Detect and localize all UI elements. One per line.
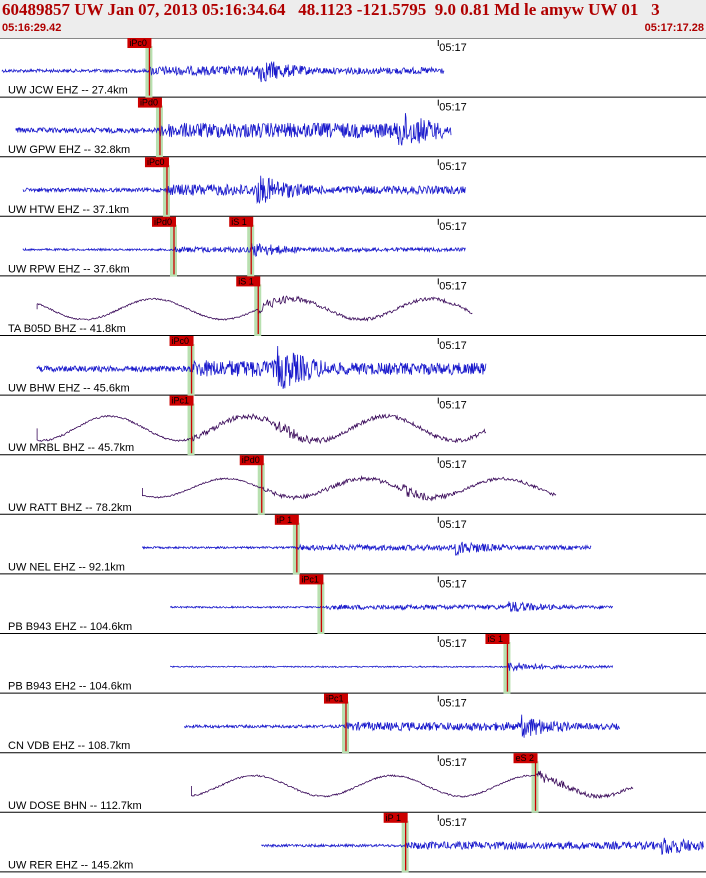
seismogram-panel: 05:17 iPc0 UW JCW EHZ -- 27.4km 05:17 iPd0 UW… [0, 38, 706, 873]
time-tick-label: 05:17 [439, 757, 467, 769]
end-time: 05:17:17.28 [644, 22, 704, 34]
pick-label: iPc0 [129, 38, 147, 48]
trace-row: 05:17 iPc0 UW JCW EHZ -- 27.4km [0, 38, 706, 98]
pick-flag[interactable] [513, 753, 538, 764]
time-tick-label: 05:17 [439, 221, 467, 233]
trace-row: 05:17 iPc0 UW BHW EHZ -- 45.6km [0, 336, 706, 396]
trace-row: 05:17 eS 2 UW DOSE BHN -- 112.7km [0, 753, 706, 813]
time-tick-label: 05:17 [439, 102, 467, 114]
trace-row: 05:17 iP 1 UW NEL EHZ -- 92.1km [0, 514, 706, 575]
trace-row: 05:17 iPd0 UW RATT BHZ -- 78.2km [0, 455, 706, 515]
trace-row: 05:17 iPd0 UW GPW EHZ -- 32.8km [0, 97, 706, 158]
time-tick-label: 05:17 [439, 400, 467, 412]
trace-label: PB B943 EH2 -- 104.6km [8, 681, 132, 693]
time-tick-label: 05:17 [439, 459, 467, 471]
waveform [36, 295, 473, 322]
pick-label: iPd0 [140, 98, 158, 108]
waveform [22, 242, 466, 258]
trace-label: UW RPW EHZ -- 37.6km [8, 263, 130, 275]
waveform [36, 412, 487, 445]
trace-label: UW DOSE BHN -- 112.7km [8, 800, 142, 812]
time-tick-label: 05:17 [439, 817, 467, 829]
waveform [170, 601, 614, 613]
waveform [36, 345, 487, 389]
trace-row: 05:17 iPc1 PB B943 EHZ -- 104.6km [0, 574, 706, 634]
time-tick-label: 05:17 [439, 340, 467, 352]
pick-flag[interactable] [169, 395, 194, 406]
pick-flag[interactable] [169, 336, 194, 346]
pick-flag[interactable] [137, 97, 162, 108]
pick-label: iPd0 [154, 217, 172, 227]
event-header: 60489857 UW Jan 07, 2013 05:16:34.64 48.… [0, 0, 706, 39]
time-tick-label: 05:17 [439, 578, 467, 590]
trace-label: UW BHW EHZ -- 45.6km [8, 383, 130, 395]
pick-flag[interactable] [229, 216, 254, 227]
trace-label: PB B943 EHZ -- 104.6km [8, 621, 132, 633]
waveform [142, 475, 557, 502]
trace-row: 05:17 iS 1 TA B05D BHZ -- 41.8km [0, 276, 706, 336]
time-tick-label: 05:17 [439, 698, 467, 710]
waveform [184, 714, 620, 738]
pick-flag[interactable] [239, 455, 264, 466]
time-tick-label: 05:17 [439, 42, 467, 54]
pick-flag[interactable] [299, 574, 324, 585]
pick-flag[interactable] [144, 157, 169, 168]
pick-label: iPd0 [242, 455, 260, 465]
pick-label: iS 1 [231, 217, 247, 227]
trace-label: CN VDB EHZ -- 108.7km [8, 740, 130, 752]
waveform [170, 662, 614, 672]
waveform [142, 541, 592, 556]
trace-label: UW RER EHZ -- 145.2km [8, 859, 133, 871]
pick-flag[interactable] [236, 276, 261, 287]
pick-label: eS 2 [516, 753, 535, 763]
pick-label: iPc0 [147, 157, 165, 167]
pick-flag[interactable] [485, 634, 510, 644]
pick-flag[interactable] [383, 812, 408, 823]
pick-label: iP 1 [386, 813, 401, 823]
pick-flag[interactable] [151, 216, 176, 227]
time-tick-label: 05:17 [439, 638, 467, 650]
trace-row: 05:17 iPc1 CN VDB EHZ -- 108.7km [0, 693, 706, 754]
trace-label: UW HTW EHZ -- 37.1km [8, 204, 129, 216]
trace-label: UW GPW EHZ -- 32.8km [8, 144, 130, 156]
waveform [1, 60, 445, 83]
trace-label: TA B05D BHZ -- 41.8km [8, 323, 126, 335]
waveform [15, 113, 452, 146]
pick-label: iPc0 [172, 336, 190, 346]
pick-label: iP 1 [277, 515, 292, 525]
pick-label: iPc1 [326, 694, 344, 704]
time-tick-label: 05:17 [439, 519, 467, 531]
trace-row: 05:17 iS 1 PB B943 EH2 -- 104.6km [0, 634, 706, 694]
time-tick-label: 05:17 [439, 280, 467, 292]
trace-row: 05:17 iPc0 UW HTW EHZ -- 37.1km [0, 157, 706, 217]
pick-label: iS 1 [487, 634, 503, 644]
trace-row: 05:17 iP 1 UW RER EHZ -- 145.2km [0, 812, 706, 873]
start-time: 05:16:29.42 [2, 22, 62, 34]
pick-label: iPc1 [172, 396, 190, 406]
pick-flag[interactable] [274, 514, 299, 525]
time-tick-label: 05:17 [439, 161, 467, 173]
pick-flag[interactable] [323, 693, 348, 704]
pick-flag[interactable] [127, 38, 152, 48]
waveform [191, 770, 634, 800]
trace-label: UW JCW EHZ -- 27.4km [8, 85, 128, 97]
pick-label: iS 1 [238, 276, 254, 286]
trace-row: 05:17 iPc1 UW MRBL BHZ -- 45.7km [0, 395, 706, 456]
waveform [261, 837, 704, 855]
pick-label: iPc1 [301, 574, 319, 584]
trace-label: UW RATT BHZ -- 78.2km [8, 502, 132, 514]
trace-row: 05:17 iPd0 iS 1 UW RPW EHZ -- 37.6km [0, 216, 706, 277]
trace-label: UW MRBL BHZ -- 45.7km [8, 442, 134, 454]
event-title: 60489857 UW Jan 07, 2013 05:16:34.64 48.… [2, 0, 660, 19]
waveform [22, 175, 466, 205]
trace-label: UW NEL EHZ -- 92.1km [8, 561, 125, 573]
